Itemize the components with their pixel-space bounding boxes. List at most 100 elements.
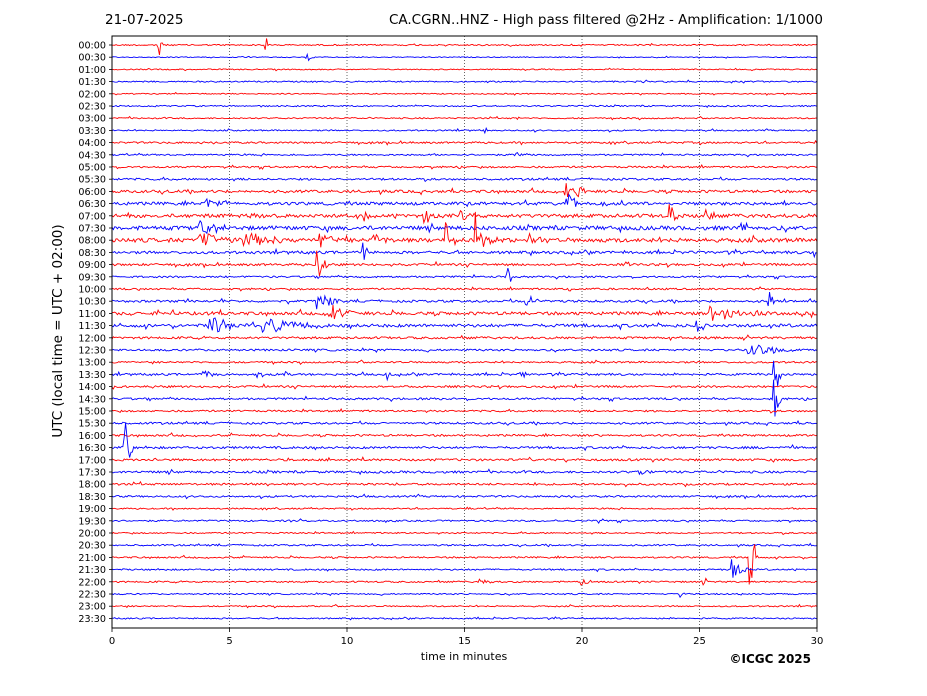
y-tick-label: 11:00 xyxy=(78,309,106,320)
y-tick-label: 08:30 xyxy=(78,248,106,259)
chart-date: 21-07-2025 xyxy=(105,12,183,28)
trace-0700 xyxy=(111,204,818,225)
trace-1630 xyxy=(111,422,818,458)
trace-0930 xyxy=(111,268,818,282)
trace-0800 xyxy=(111,211,818,248)
trace-2200 xyxy=(111,577,818,586)
y-tick-label: 22:00 xyxy=(78,577,106,588)
trace-1200 xyxy=(111,334,818,342)
trace-1700 xyxy=(111,456,818,463)
trace-0430 xyxy=(111,151,818,158)
y-tick-label: 06:00 xyxy=(78,187,106,198)
trace-0730 xyxy=(111,219,818,235)
trace-1230 xyxy=(111,344,818,355)
x-tick-label: 5 xyxy=(226,636,232,647)
y-tick-label: 16:00 xyxy=(78,431,106,442)
trace-1800 xyxy=(111,480,818,488)
trace-2230 xyxy=(111,592,818,599)
trace-1000 xyxy=(111,286,818,292)
trace-1900 xyxy=(111,506,818,511)
trace-1500 xyxy=(111,408,818,414)
trace-0300 xyxy=(111,115,818,121)
copyright-label: ©ICGC 2025 xyxy=(729,652,811,666)
trace-0900 xyxy=(111,250,818,277)
y-tick-label: 08:00 xyxy=(78,236,106,247)
y-tick-label: 19:30 xyxy=(78,516,106,527)
y-tick-label: 05:00 xyxy=(78,163,106,174)
y-tick-label: 02:00 xyxy=(78,89,106,100)
trace-0230 xyxy=(111,104,818,108)
y-tick-label: 03:30 xyxy=(78,126,106,137)
trace-0630 xyxy=(111,193,818,208)
trace-2100 xyxy=(111,544,818,585)
x-tick-label: 15 xyxy=(458,636,471,647)
y-tick-label: 21:30 xyxy=(78,565,106,576)
y-tick-label: 07:30 xyxy=(78,224,106,235)
y-tick-label: 04:00 xyxy=(78,138,106,149)
trace-0500 xyxy=(111,164,818,170)
trace-1730 xyxy=(111,468,818,476)
y-tick-label: 11:30 xyxy=(78,321,106,332)
y-tick-label: 14:00 xyxy=(78,382,106,393)
trace-1100 xyxy=(111,304,818,321)
trace-1430 xyxy=(111,379,818,417)
trace-0200 xyxy=(111,91,818,96)
trace-2300 xyxy=(111,603,818,609)
trace-0600 xyxy=(111,183,818,198)
trace-1130 xyxy=(111,317,818,334)
y-tick-label: 17:00 xyxy=(78,455,106,466)
y-tick-label: 09:30 xyxy=(78,272,106,283)
trace-0830 xyxy=(111,242,818,260)
x-tick-label: 25 xyxy=(693,636,706,647)
trace-1930 xyxy=(111,518,818,524)
y-tick-label: 02:30 xyxy=(78,102,106,113)
trace-0330 xyxy=(111,126,818,135)
y-tick-label: 16:30 xyxy=(78,443,106,454)
y-tick-label: 21:00 xyxy=(78,553,106,564)
trace-2000 xyxy=(111,530,818,536)
y-tick-label: 23:30 xyxy=(78,614,106,625)
y-tick-label: 14:30 xyxy=(78,394,106,405)
trace-2030 xyxy=(111,542,818,548)
y-tick-label: 23:00 xyxy=(78,602,106,613)
y-tick-label: 17:30 xyxy=(78,468,106,479)
y-tick-label: 12:00 xyxy=(78,333,106,344)
trace-0030 xyxy=(111,52,818,62)
trace-0400 xyxy=(111,139,818,146)
trace-0000 xyxy=(111,38,818,55)
trace-0530 xyxy=(111,176,818,183)
x-tick-label: 0 xyxy=(109,636,115,647)
trace-1830 xyxy=(111,493,818,500)
y-axis-label: UTC (local time = UTC + 02:00) xyxy=(50,224,66,437)
y-tick-label: 18:00 xyxy=(78,480,106,491)
y-tick-label: 12:30 xyxy=(78,346,106,357)
y-tick-label: 10:30 xyxy=(78,297,106,308)
y-tick-label: 15:00 xyxy=(78,407,106,418)
y-tick-label: 18:30 xyxy=(78,492,106,503)
x-tick-label: 10 xyxy=(341,636,354,647)
trace-1330 xyxy=(111,360,818,387)
y-tick-label: 22:30 xyxy=(78,590,106,601)
y-tick-label: 03:00 xyxy=(78,114,106,125)
trace-0100 xyxy=(111,67,818,72)
y-tick-label: 01:00 xyxy=(78,65,106,76)
y-tick-label: 04:30 xyxy=(78,150,106,161)
trace-2330 xyxy=(111,616,818,621)
trace-1600 xyxy=(111,432,818,438)
y-tick-label: 07:00 xyxy=(78,211,106,222)
chart-title: CA.CGRN..HNZ - High pass filtered @2Hz -… xyxy=(389,12,823,28)
y-tick-label: 13:30 xyxy=(78,370,106,381)
y-tick-label: 06:30 xyxy=(78,199,106,210)
trace-2130 xyxy=(111,559,818,578)
x-axis-label: time in minutes xyxy=(421,650,508,663)
x-tick-label: 20 xyxy=(576,636,589,647)
trace-1400 xyxy=(111,383,818,390)
y-tick-label: 10:00 xyxy=(78,285,106,296)
y-tick-label: 20:00 xyxy=(78,529,106,540)
x-tick-label: 30 xyxy=(811,636,824,647)
y-tick-label: 01:30 xyxy=(78,77,106,88)
y-tick-label: 15:30 xyxy=(78,419,106,430)
y-tick-label: 13:00 xyxy=(78,358,106,369)
